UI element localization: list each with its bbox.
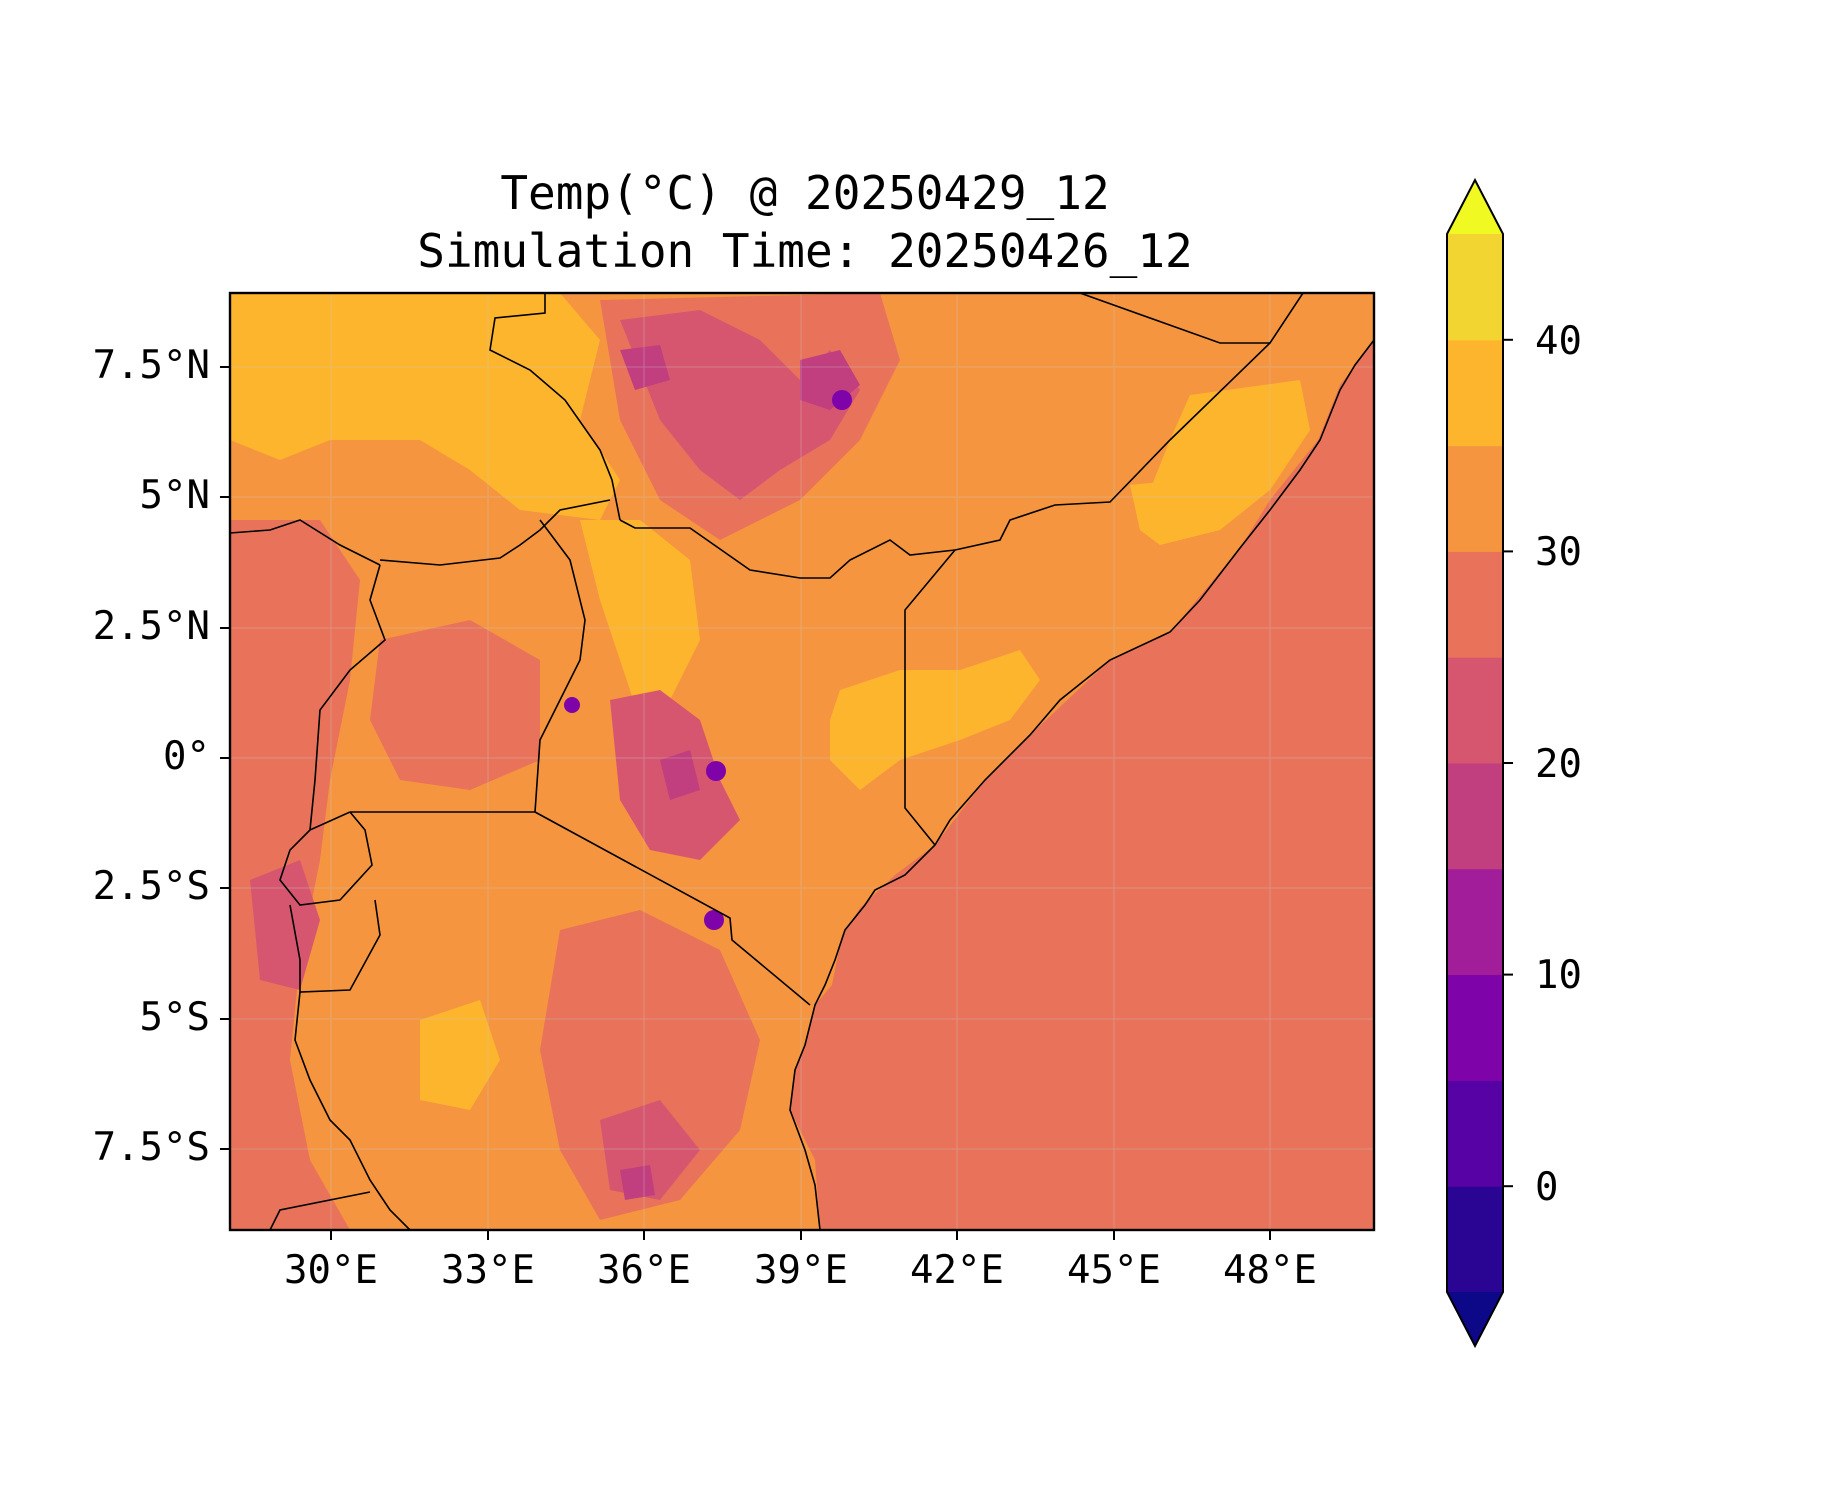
cool-region-uganda [370, 620, 540, 790]
peak-kilimanjaro [704, 910, 724, 930]
border-ethiopia-somalia [954, 293, 1304, 551]
border-sudan-south [489, 293, 621, 521]
colorbar-label-10: 10 [1535, 953, 1582, 998]
map-title-line1: Temp(°C) @ 20250429_12 [500, 166, 1110, 220]
border-kenya-somalia [904, 549, 956, 846]
colorbar-label-0: 0 [1535, 1165, 1559, 1210]
peak-elgon [564, 697, 580, 713]
hot-region-somalia-south [830, 650, 1040, 790]
lon-label-45E: 45°E [1067, 1248, 1161, 1293]
gridlines [230, 293, 1374, 1230]
lon-label-42E: 42°E [910, 1248, 1004, 1293]
lat-label-2.5N: 2.5°N [92, 604, 210, 649]
border-tz-zambia [269, 1191, 371, 1230]
colorbar-label-20: 20 [1535, 742, 1582, 787]
peak-mount-kenya [706, 761, 726, 781]
border-lake-tanganyika [294, 991, 411, 1230]
lat-label-0: 0° [163, 734, 210, 779]
colorbar-bin [1447, 657, 1503, 764]
colorbar-label-30: 30 [1535, 530, 1582, 575]
colorbar-extend-max [1447, 180, 1503, 234]
lat-label-7.5S: 7.5°S [92, 1125, 210, 1170]
border-uganda-drc [309, 564, 386, 832]
border-drc-ssudan [230, 519, 381, 566]
colorbar-bin [1447, 1186, 1503, 1293]
lat-label-2.5S: 2.5°S [92, 864, 210, 909]
borders [230, 293, 1374, 1230]
border-kenya-uganda [534, 519, 586, 813]
map-title-line2: Simulation Time: 20250426_12 [417, 224, 1193, 278]
colorbar-bin [1447, 234, 1503, 341]
hot-region-sudan [230, 293, 620, 520]
cold-spot-tz [620, 1165, 655, 1200]
border-burundi-tanzania [289, 899, 381, 993]
lon-label-39E: 39°E [754, 1248, 848, 1293]
colorbar-label-40: 40 [1535, 319, 1582, 364]
lon-label-48E: 48°E [1223, 1248, 1317, 1293]
colorbar-bin [1447, 763, 1503, 870]
cool-region-central-tz [540, 910, 760, 1220]
lon-label-36E: 36°E [597, 1248, 691, 1293]
hot-region-turkana [580, 520, 700, 720]
tick-marks [220, 366, 1271, 1240]
hot-region-ethiopia-east [1130, 480, 1200, 545]
colorbar-bin [1447, 974, 1503, 1081]
border-somaliland [1079, 293, 1270, 344]
lat-label-5N: 5°N [139, 473, 210, 518]
colorbar-outline [1446, 177, 1504, 1349]
border-ethiopia-kenya [619, 519, 956, 579]
colorbar-bin [1447, 868, 1503, 976]
lon-label-30E: 30°E [284, 1248, 378, 1293]
border-ssudan-ethiopia [379, 499, 611, 566]
colorbar-bin [1447, 339, 1503, 447]
colorbar-bin [1447, 551, 1503, 658]
colorbar-extend-min [1447, 1292, 1503, 1346]
lat-label-5S: 5°S [139, 995, 210, 1040]
highland-ethiopia [620, 310, 860, 500]
map-area [230, 293, 1374, 1230]
border-rwanda-burundi [279, 811, 373, 906]
colorbar [1446, 177, 1513, 1349]
colorbar-bin [1447, 445, 1503, 552]
colorbar-bin [1447, 1080, 1503, 1187]
border-kenya-tanzania [534, 811, 811, 1006]
lat-label-7.5N: 7.5°N [92, 343, 210, 388]
highland-rift-west [250, 860, 320, 990]
land-fill [230, 293, 1374, 1230]
cold-spot-ethiopia-2 [620, 345, 670, 390]
coastline [789, 339, 1374, 1230]
lon-label-33E: 33°E [441, 1248, 535, 1293]
cold-spot-kenya [660, 750, 700, 800]
hot-region-tanzania [420, 1000, 500, 1110]
peak-ethiopia [832, 390, 852, 410]
